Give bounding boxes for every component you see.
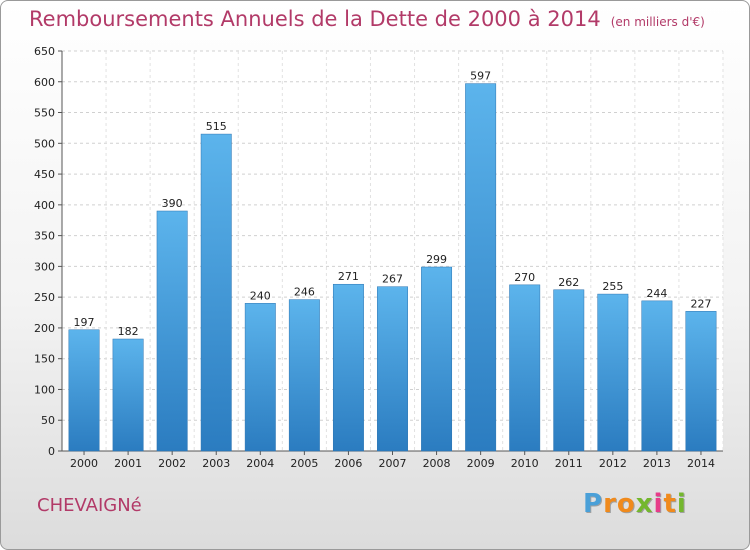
data-label: 515 (206, 120, 227, 133)
y-tick-label: 100 (34, 383, 55, 396)
data-label: 197 (74, 316, 95, 329)
bar (509, 284, 541, 452)
x-tick-label: 2005 (290, 457, 318, 470)
data-label: 246 (294, 286, 315, 299)
x-tick-label: 2006 (334, 457, 362, 470)
y-tick-label: 200 (34, 322, 55, 335)
logo-letter: t (663, 489, 677, 519)
bar (288, 299, 320, 452)
y-tick-label: 0 (48, 445, 55, 458)
y-tick-label: 300 (34, 260, 55, 273)
y-tick-label: 50 (41, 414, 55, 427)
bar (244, 303, 276, 452)
data-label: 244 (646, 287, 667, 300)
labels: 0 50 100 150 200 250 300 350 400 450 500 550 600 650 1… (34, 45, 715, 470)
y-tick-label: 400 (34, 199, 55, 212)
bar (332, 283, 364, 452)
bar (156, 210, 188, 452)
bar (465, 83, 497, 452)
data-label: 227 (690, 297, 711, 310)
bar (200, 133, 232, 452)
bar (68, 329, 100, 452)
x-tick-label: 2002 (158, 457, 186, 470)
data-label: 255 (602, 280, 623, 293)
bars (68, 83, 717, 452)
proxiti-logo: Proxiti (583, 489, 687, 519)
y-tick-label: 250 (34, 291, 55, 304)
bar (597, 293, 629, 452)
data-label: 597 (470, 70, 491, 83)
location-name: CHEVAIGNé (37, 495, 142, 516)
x-tick-label: 2010 (511, 457, 539, 470)
x-tick-label: 2014 (687, 457, 715, 470)
x-tick-label: 2000 (70, 457, 98, 470)
y-tick-label: 500 (34, 137, 55, 150)
y-tick-label: 350 (34, 230, 55, 243)
bar (641, 300, 673, 452)
logo-letter: P (583, 489, 604, 519)
x-tick-label: 2003 (202, 457, 230, 470)
bar (553, 289, 585, 452)
logo-letter: i (653, 489, 664, 519)
y-tick-label: 150 (34, 353, 55, 366)
chart-title: Remboursements Annuels de la Dette de 20… (29, 7, 705, 31)
data-label: 262 (558, 276, 579, 289)
logo-letter: x (635, 489, 654, 519)
y-tick-label: 450 (34, 168, 55, 181)
data-label: 390 (162, 197, 183, 210)
data-label: 182 (118, 325, 139, 338)
bar (112, 338, 144, 452)
x-tick-label: 2011 (555, 457, 583, 470)
data-label: 240 (250, 289, 271, 302)
x-tick-label: 2008 (423, 457, 451, 470)
bar (685, 311, 717, 452)
chart-title-unit: (en milliers d'€) (610, 15, 705, 29)
data-label: 271 (338, 270, 359, 283)
data-label: 270 (514, 271, 535, 284)
data-label: 267 (382, 273, 403, 286)
y-tick-label: 600 (34, 76, 55, 89)
chart-title-text: Remboursements Annuels de la Dette de 20… (29, 7, 601, 31)
data-label: 299 (426, 253, 447, 266)
bar (377, 286, 408, 452)
bar (421, 266, 453, 452)
x-tick-label: 2001 (114, 457, 142, 470)
x-tick-label: 2007 (379, 457, 407, 470)
x-tick-label: 2004 (246, 457, 274, 470)
x-tick-label: 2013 (643, 457, 671, 470)
logo-letter: o (616, 489, 636, 519)
y-tick-label: 650 (34, 45, 55, 58)
logo-letter: i (676, 489, 687, 519)
y-tick-label: 550 (34, 107, 55, 120)
logo-letter: r (603, 489, 617, 519)
x-tick-label: 2012 (599, 457, 627, 470)
x-tick-label: 2009 (467, 457, 495, 470)
